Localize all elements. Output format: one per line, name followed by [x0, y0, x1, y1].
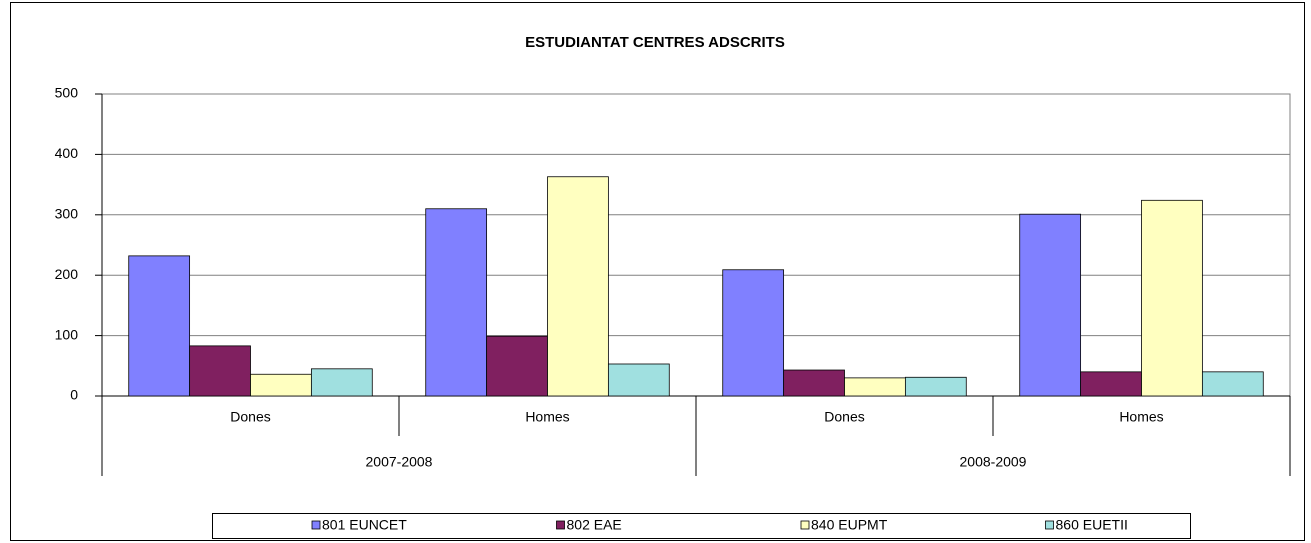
- legend-label: 860 EUETII: [1056, 517, 1128, 533]
- bar: [547, 176, 609, 397]
- bar: [425, 208, 488, 397]
- legend-swatch: [311, 520, 321, 530]
- bar: [486, 335, 548, 397]
- y-tick-label: 500: [55, 85, 79, 101]
- bar: [783, 369, 845, 397]
- y-tick-label: 300: [55, 206, 79, 222]
- legend: [212, 513, 1191, 539]
- bar: [1080, 371, 1142, 397]
- legend-label: 840 EUPMT: [811, 517, 888, 533]
- y-tick-label: 400: [55, 145, 79, 161]
- bar: [1019, 213, 1082, 397]
- bar: [607, 363, 670, 397]
- y-tick-label: 0: [70, 387, 78, 403]
- chart-title: ESTUDIANTAT CENTRES ADSCRITS: [525, 34, 785, 51]
- x-tick-label: Homes: [525, 409, 569, 425]
- legend-label: 801 EUNCET: [322, 517, 407, 533]
- bar: [904, 376, 967, 397]
- bar: [844, 377, 906, 397]
- legend-swatch: [800, 520, 810, 530]
- group-label: 2008-2009: [960, 454, 1027, 470]
- bar: [722, 269, 785, 397]
- x-tick-label: Dones: [230, 409, 270, 425]
- x-tick-label: Dones: [824, 409, 864, 425]
- bar: [189, 345, 251, 397]
- bar: [310, 368, 373, 397]
- legend-swatch: [556, 520, 565, 530]
- y-tick-label: 100: [55, 326, 79, 342]
- bar: [1201, 371, 1264, 397]
- legend-swatch: [1045, 520, 1054, 530]
- legend-label: 802 EAE: [567, 517, 622, 533]
- bar: [128, 255, 191, 397]
- group-label: 2007-2008: [366, 454, 433, 470]
- y-tick-label: 200: [55, 266, 79, 282]
- bar: [1141, 199, 1203, 397]
- x-tick-label: Homes: [1119, 409, 1163, 425]
- plot-area: [101, 93, 1291, 397]
- bar: [250, 373, 312, 397]
